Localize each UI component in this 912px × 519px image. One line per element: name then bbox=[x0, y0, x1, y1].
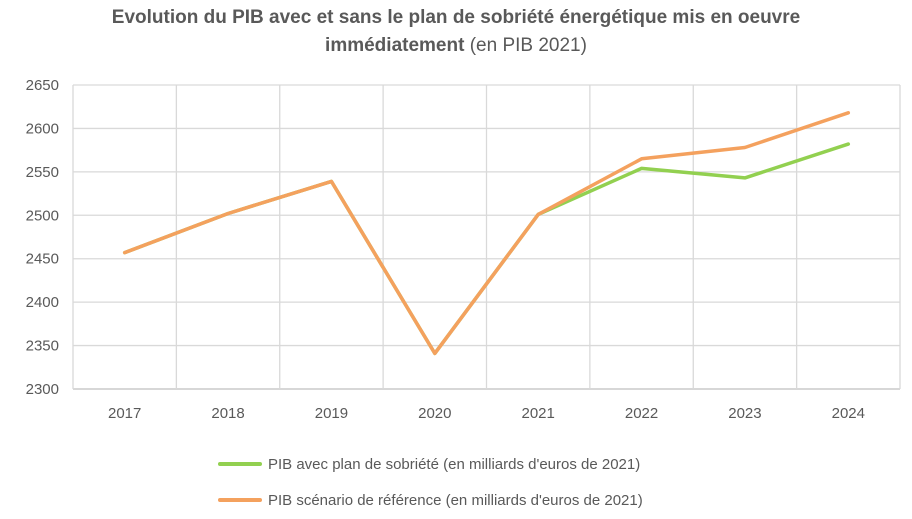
title-line2: immédiatement bbox=[325, 35, 465, 56]
legend-label-reference: PIB scénario de référence (en milliards … bbox=[268, 491, 643, 509]
x-tick-label: 2024 bbox=[832, 405, 865, 422]
series-line-1 bbox=[122, 111, 851, 356]
legend: PIB avec plan de sobriété (en milliards … bbox=[218, 446, 643, 518]
legend-swatch-reference bbox=[218, 498, 262, 502]
x-tick-label: 2018 bbox=[211, 405, 244, 422]
x-tick-label: 2023 bbox=[728, 405, 761, 422]
title-suffix: (en PIB 2021) bbox=[464, 35, 587, 56]
y-tick-label: 2600 bbox=[26, 120, 59, 137]
x-tick-label: 2020 bbox=[418, 405, 451, 422]
y-tick-label: 2350 bbox=[26, 338, 59, 355]
legend-item-sobriete: PIB avec plan de sobriété (en milliards … bbox=[218, 446, 643, 482]
gridlines bbox=[72, 84, 901, 390]
chart-title: Evolution du PIB avec et sans le plan de… bbox=[0, 4, 912, 60]
series-lines bbox=[122, 111, 851, 356]
legend-label-sobriete: PIB avec plan de sobriété (en milliards … bbox=[268, 455, 641, 473]
x-axis-ticks: 2017 2018 2019 2020 2021 2022 2023 2024 bbox=[108, 405, 865, 422]
title-line1: Evolution du PIB avec et sans le plan de… bbox=[111, 7, 801, 28]
y-tick-label: 2650 bbox=[26, 77, 59, 94]
x-tick-label: 2017 bbox=[108, 405, 141, 422]
x-tick-label: 2021 bbox=[522, 405, 555, 422]
x-tick-label: 2019 bbox=[315, 405, 348, 422]
y-tick-label: 2300 bbox=[26, 381, 59, 398]
y-axis-ticks: 2300 2350 2400 2450 2500 2550 2600 2650 bbox=[26, 77, 59, 398]
y-tick-label: 2450 bbox=[26, 251, 59, 268]
y-tick-label: 2500 bbox=[26, 207, 59, 224]
legend-swatch-sobriete bbox=[218, 462, 262, 466]
legend-item-reference: PIB scénario de référence (en milliards … bbox=[218, 482, 643, 518]
y-tick-label: 2550 bbox=[26, 164, 59, 181]
x-tick-label: 2022 bbox=[625, 405, 658, 422]
y-tick-label: 2400 bbox=[26, 294, 59, 311]
